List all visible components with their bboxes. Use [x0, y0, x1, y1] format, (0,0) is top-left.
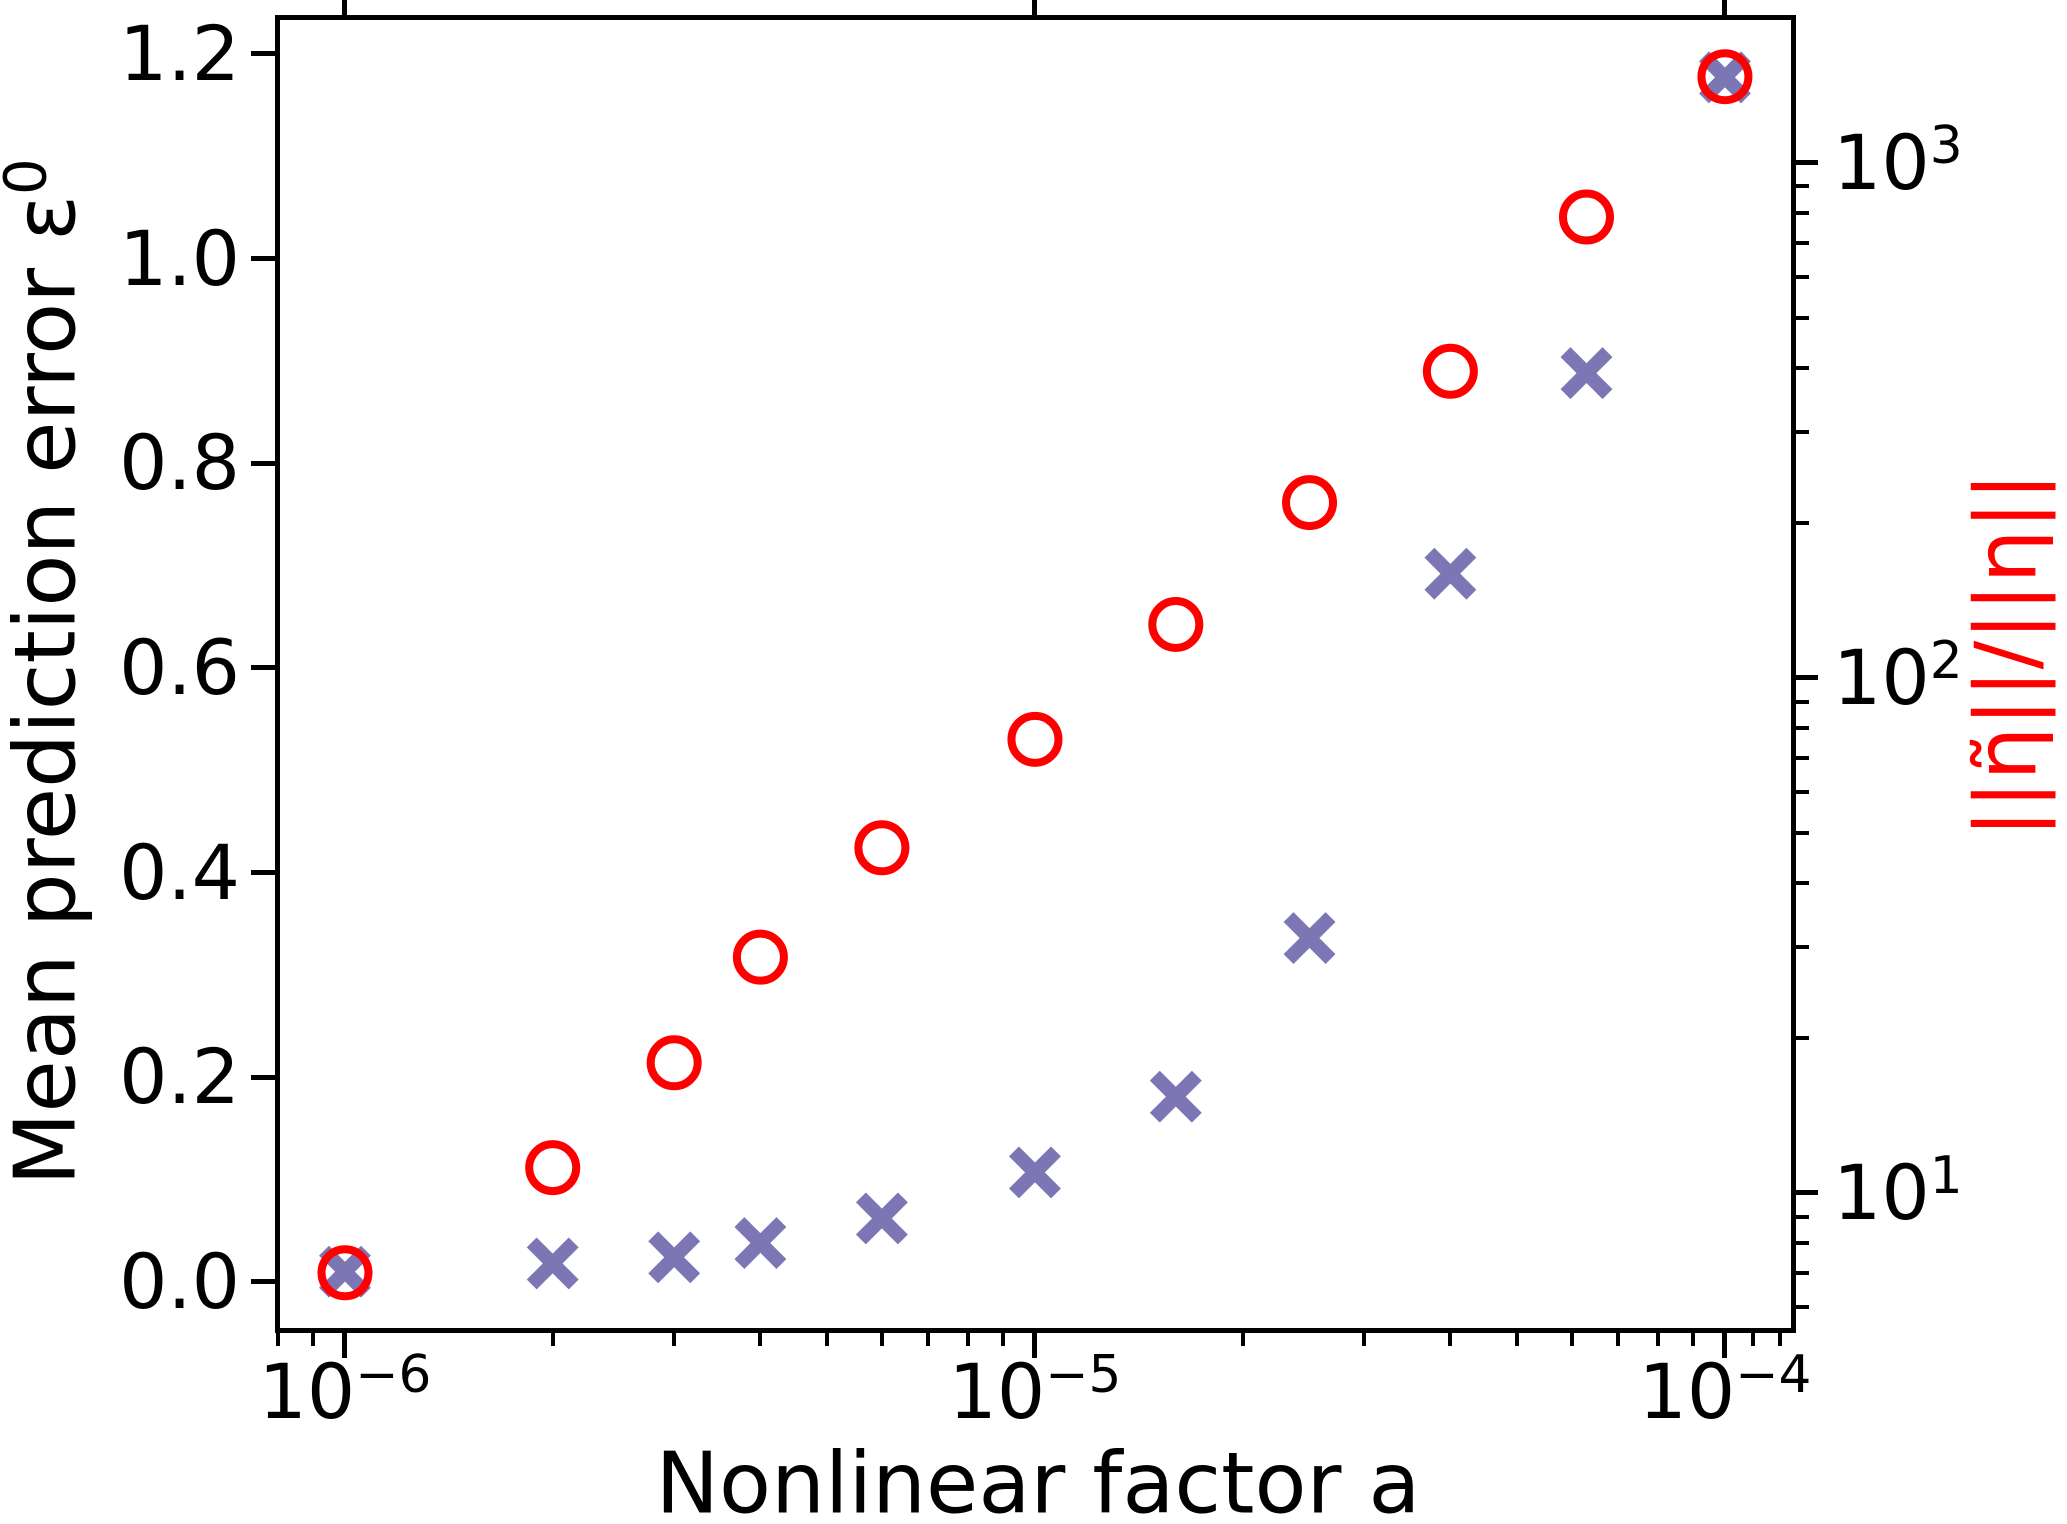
x-minor-tick	[758, 1333, 763, 1346]
x-minor-tick	[1240, 1333, 1245, 1346]
circle-marker	[646, 1035, 702, 1091]
circle-marker	[525, 1140, 581, 1196]
y-right-minor-tick	[1796, 880, 1809, 885]
series-prediction-error-x-markers	[319, 51, 1751, 1298]
y-right-tick-label: 102	[1833, 631, 1963, 722]
y-right-minor-tick	[1796, 699, 1809, 704]
y-right-minor-tick	[1796, 1270, 1809, 1275]
x-marker	[734, 1217, 787, 1269]
y-left-tick-label: 0.0	[119, 1236, 240, 1326]
y-right-minor-tick	[1796, 315, 1809, 320]
x-major-tick	[1032, 1333, 1038, 1358]
y-right-minor-tick	[1796, 725, 1809, 730]
y-left-major-tick	[251, 665, 275, 671]
y-right-minor-tick	[1796, 210, 1809, 215]
y-right-minor-tick	[1796, 365, 1809, 370]
y-right-minor-tick	[1796, 275, 1809, 280]
y-right-minor-tick	[1796, 830, 1809, 835]
y-left-major-tick	[251, 870, 275, 876]
y-right-minor-tick	[1796, 755, 1809, 760]
x-marker	[855, 1192, 908, 1245]
y-right-minor-tick	[1796, 240, 1809, 245]
x-marker	[526, 1237, 579, 1290]
y-right-major-tick	[1796, 160, 1818, 166]
x-minor-tick	[1515, 1333, 1520, 1346]
x-minor-tick	[1001, 1333, 1006, 1346]
circle-marker	[732, 929, 788, 985]
y-left-tick-label: 1.2	[119, 8, 240, 98]
x-minor-tick	[276, 1333, 281, 1346]
y-right-minor-tick	[1796, 1305, 1809, 1310]
circle-marker	[1422, 343, 1478, 399]
x-minor-tick	[1569, 1333, 1574, 1346]
y-left-tick-label: 0.8	[119, 418, 240, 508]
y-right-major-tick	[1796, 675, 1818, 681]
plot-area	[275, 15, 1796, 1333]
circle-marker	[854, 820, 910, 876]
y-right-minor-tick	[1796, 945, 1809, 950]
x-minor-tick	[926, 1333, 931, 1346]
x-major-tick	[1722, 1333, 1728, 1358]
y-right-minor-tick	[1796, 184, 1809, 189]
x-marker	[1149, 1070, 1202, 1123]
x-minor-tick	[1448, 1333, 1453, 1346]
x-marker	[1560, 347, 1613, 400]
x-marker	[648, 1231, 701, 1284]
y-right-tick-label: 103	[1833, 116, 1963, 207]
x-marker	[1424, 547, 1477, 600]
y-left-major-tick	[251, 51, 275, 57]
y-right-minor-tick	[1796, 1035, 1809, 1040]
y-left-tick-label: 0.2	[119, 1032, 240, 1122]
circle-marker	[1282, 475, 1338, 531]
circle-marker	[1558, 189, 1614, 245]
y-left-major-tick	[251, 1279, 275, 1285]
x-minor-tick	[672, 1333, 677, 1346]
series-eta-ratio-circle-markers	[317, 49, 1753, 1301]
y-axis-label-right: ||η̃||/||η||	[1957, 472, 2057, 838]
circle-marker	[1697, 49, 1753, 105]
x-tick-label: 10−5	[948, 1345, 1122, 1436]
x-minor-tick	[1656, 1333, 1661, 1346]
circle-marker	[1148, 596, 1204, 652]
x-minor-tick	[825, 1333, 830, 1346]
y-axis-label-left-sup: 0	[0, 158, 60, 195]
x-minor-tick	[966, 1333, 971, 1346]
x-minor-tick	[1362, 1333, 1367, 1346]
y-right-minor-tick	[1796, 430, 1809, 435]
y-right-major-tick	[1796, 1190, 1818, 1196]
x-minor-tick	[550, 1333, 555, 1346]
y-right-minor-tick	[1796, 1240, 1809, 1245]
circle-marker	[317, 1245, 373, 1301]
circle-marker	[1007, 711, 1063, 767]
y-axis-label-left-text: Mean prediction error ε	[0, 194, 96, 1186]
x-minor-tick	[1777, 1333, 1782, 1346]
x-minor-tick	[879, 1333, 884, 1346]
x-minor-tick	[1751, 1333, 1756, 1346]
y-right-minor-tick	[1796, 520, 1809, 525]
x-major-tick	[342, 1333, 348, 1358]
y-left-major-tick	[251, 460, 275, 466]
x-marker	[1283, 912, 1336, 964]
y-left-tick-label: 0.4	[119, 827, 240, 917]
y-left-major-tick	[251, 256, 275, 262]
y-right-minor-tick	[1796, 1214, 1809, 1219]
x-minor-tick	[1616, 1333, 1621, 1346]
y-axis-label-left: Mean prediction error ε0	[0, 158, 96, 1186]
y-left-tick-label: 1.0	[119, 213, 240, 303]
x-major-tick-top	[1722, 0, 1728, 15]
x-major-tick-top	[342, 0, 348, 15]
x-marker	[1009, 1146, 1061, 1199]
y-left-major-tick	[251, 1074, 275, 1080]
y-right-tick-label: 101	[1833, 1146, 1963, 1237]
x-tick-label: 10−6	[258, 1345, 432, 1436]
x-axis-label: Nonlinear factor a	[655, 1434, 1421, 1524]
x-major-tick-top	[1032, 0, 1038, 15]
y-right-minor-tick	[1796, 790, 1809, 795]
y-left-tick-label: 0.6	[119, 622, 240, 712]
x-tick-label: 10−4	[1638, 1345, 1812, 1436]
x-minor-tick	[1691, 1333, 1696, 1346]
x-minor-tick	[311, 1333, 316, 1346]
